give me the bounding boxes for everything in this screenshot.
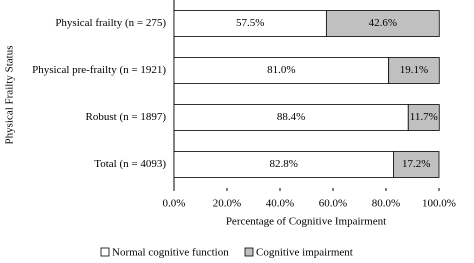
x-axis-label: Percentage of Cognitive Impairment xyxy=(226,216,386,228)
y-tick-label: Total (n = 4093) xyxy=(94,158,166,170)
value-label: 42.6% xyxy=(369,17,397,29)
legend-swatch xyxy=(100,247,110,257)
bar-segment xyxy=(173,57,390,84)
x-tick-label: 20.0% xyxy=(213,198,241,210)
value-label: 81.0% xyxy=(267,64,295,76)
bar-segment xyxy=(325,10,440,37)
x-tick-label: 80.0% xyxy=(372,198,400,210)
bar-segment xyxy=(173,10,327,37)
x-tick-label: 0.0% xyxy=(163,198,186,210)
value-label: 88.4% xyxy=(277,111,305,123)
bar-segment xyxy=(388,57,440,84)
bar-segment xyxy=(407,104,440,131)
x-tick-label: 100.0% xyxy=(422,198,456,210)
value-label: 57.5% xyxy=(236,17,264,29)
value-label: 17.2% xyxy=(402,158,430,170)
legend-swatch xyxy=(244,247,254,257)
value-label: 82.8% xyxy=(269,158,297,170)
x-tick-label: 60.0% xyxy=(319,198,347,210)
value-label: 11.7% xyxy=(410,111,438,123)
y-tick-label: Physical pre-frailty (n = 1921) xyxy=(32,64,166,76)
legend-label: Normal cognitive function xyxy=(112,247,229,259)
bar-segment xyxy=(393,151,440,178)
x-tick-label: 40.0% xyxy=(266,198,294,210)
y-axis-label: Physical Frailty Status xyxy=(4,46,16,145)
y-tick-label: Physical frailty (n = 275) xyxy=(55,17,166,29)
value-label: 19.1% xyxy=(400,64,428,76)
bar-segment xyxy=(173,104,409,131)
y-tick-label: Robust (n = 1897) xyxy=(86,111,167,123)
legend-label: Cognitive impairment xyxy=(256,247,353,259)
